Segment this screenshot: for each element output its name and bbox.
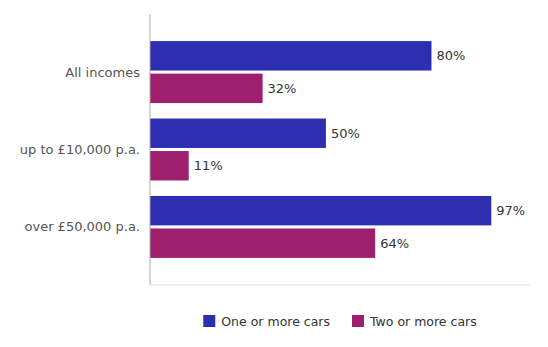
chart: 97% 50% 80% 64% 11% 32% over £50,000 p.a. up to… [0, 0, 548, 347]
bar [150, 41, 431, 70]
legend-item: Two or more cars [352, 314, 477, 329]
data-label: 97% [496, 203, 525, 218]
bars [150, 41, 491, 258]
data-label: 64% [380, 236, 409, 251]
data-label: 50% [331, 126, 360, 141]
legend-swatch [352, 315, 364, 327]
y-tick-label: All incomes [65, 65, 140, 80]
bar [150, 196, 491, 225]
bar [150, 228, 375, 257]
legend-label: One or more cars [221, 314, 330, 329]
data-labels: 97% 50% 80% 64% 11% 32% [194, 48, 525, 250]
legend-item: One or more cars [203, 314, 330, 329]
legend-label: Two or more cars [369, 314, 477, 329]
data-label: 32% [268, 81, 297, 96]
legend: One or more cars Two or more cars [203, 314, 476, 329]
bar [150, 74, 263, 103]
data-label: 80% [436, 48, 465, 63]
x-axis-line [150, 285, 530, 286]
y-tick-label: over £50,000 p.a. [25, 219, 141, 234]
data-label: 11% [194, 158, 223, 173]
y-tick-label: up to £10,000 p.a. [20, 142, 140, 157]
bar [150, 151, 189, 180]
bar [150, 119, 326, 148]
y-axis-line [150, 14, 151, 285]
legend-swatch [203, 315, 215, 327]
